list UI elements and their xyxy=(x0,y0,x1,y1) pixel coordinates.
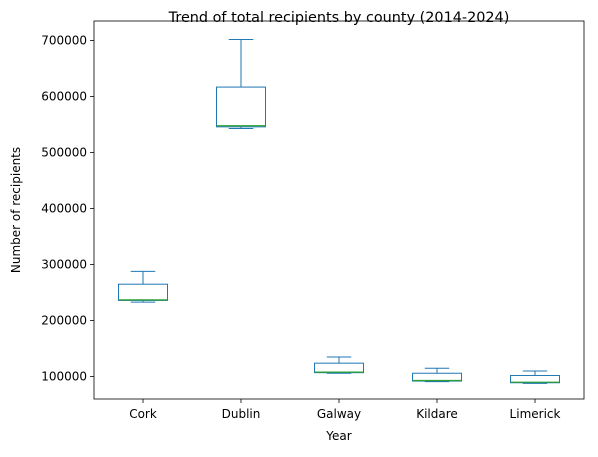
box-kildare xyxy=(412,367,462,383)
x-axis: Cork Dublin Galway Kildare Limerick xyxy=(129,399,561,421)
y-tick-label: 100000 xyxy=(41,370,87,384)
box-iqr xyxy=(412,372,462,382)
box-iqr xyxy=(314,362,364,374)
box-cork xyxy=(118,270,168,303)
chart-title: Trend of total recipients by county (201… xyxy=(168,10,510,26)
y-axis-label: Number of recipients xyxy=(9,147,23,273)
box-iqr xyxy=(118,283,168,301)
box-iqr xyxy=(216,86,266,128)
box-galway xyxy=(314,356,364,374)
x-tick-label: Galway xyxy=(317,407,361,421)
box-limerick xyxy=(510,370,560,384)
plot-frame xyxy=(93,20,585,400)
y-tick-label: 700000 xyxy=(41,34,87,48)
x-tick-label: Dublin xyxy=(222,407,261,421)
plot-area xyxy=(118,38,560,384)
y-tick-label: 200000 xyxy=(41,314,87,328)
y-tick-label: 500000 xyxy=(41,146,87,160)
x-axis-label: Year xyxy=(325,429,351,443)
y-tick-label: 300000 xyxy=(41,258,87,272)
x-tick-label: Kildare xyxy=(416,407,458,421)
x-tick-label: Cork xyxy=(129,407,157,421)
y-tick-label: 600000 xyxy=(41,90,87,104)
x-tick-label: Limerick xyxy=(510,407,561,421)
box-dublin xyxy=(216,38,266,130)
y-tick-label: 400000 xyxy=(41,202,87,216)
y-axis: 100000 200000 300000 400000 500000 600000 7000… xyxy=(41,34,94,384)
